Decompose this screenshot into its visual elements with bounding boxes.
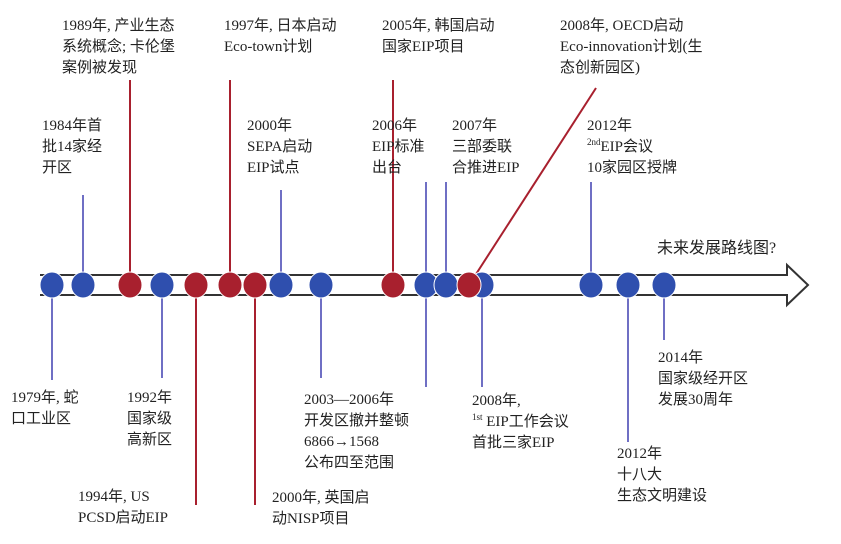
label-line: 2012年 — [617, 446, 663, 462]
label-1994: 1994年, US PCSD启动EIP — [78, 487, 168, 529]
label-line: 2012年 — [587, 118, 633, 134]
label-line: Eco-town计划 — [224, 39, 313, 55]
label-line: EIP标准 — [372, 139, 425, 155]
label-2000-uk: 2000年, 英国启 动NISP项目 — [272, 488, 370, 530]
label-1989: 1989年, 产业生态 系统概念; 卡伦堡 案例被发现 — [62, 16, 175, 79]
label-2000-sepa: 2000年 SEPA启动 EIP试点 — [247, 116, 312, 179]
timeline-dot-blue — [149, 271, 175, 299]
label-2007: 2007年 三部委联 合推进EIP — [452, 116, 520, 179]
connector-2008-oecd — [468, 87, 597, 286]
timeline-dot-red — [242, 271, 268, 299]
label-line: 三部委联 — [452, 139, 513, 155]
label-line: 1997年, 日本启动 — [224, 18, 337, 34]
timeline-dot-red — [217, 271, 243, 299]
label-line: 首批三家EIP — [472, 435, 555, 451]
label-line: 案例被发现 — [62, 60, 138, 76]
label-2003-2006: 2003—2006年 开发区撤并整顿 6866→1568 公布四至范围 — [304, 390, 409, 474]
timeline-dot-blue — [70, 271, 96, 299]
label-2008-oecd: 2008年, OECD启动 Eco-innovation计划(生 态创新园区) — [560, 16, 702, 79]
label-line: 十八大 — [617, 467, 663, 483]
label-1984: 1984年首 批14家经 开区 — [42, 116, 102, 179]
label-2008: 2008年, 1st EIP工作会议 首批三家EIP — [472, 391, 569, 454]
label-line: 6866→1568 — [304, 434, 379, 450]
timeline-dot-red — [183, 271, 209, 299]
label-line: 2000年 — [247, 118, 293, 134]
label-line: 2014年 — [658, 350, 704, 366]
timeline-dot-blue — [578, 271, 604, 299]
label-line: SEPA启动 — [247, 139, 313, 155]
label-2006: 2006年 EIP标准 出台 — [372, 116, 425, 179]
label-line: 生态文明建设 — [617, 488, 708, 504]
timeline-dot-blue — [651, 271, 677, 299]
label-2005: 2005年, 韩国启动 国家EIP项目 — [382, 16, 495, 58]
label-line: 批14家经 — [42, 139, 103, 155]
label-1979: 1979年, 蛇 口工业区 — [11, 388, 79, 430]
label-line: 动NISP项目 — [272, 511, 350, 527]
label-line: 2ndEIP会议 — [587, 137, 677, 158]
label-line: 1994年, US — [78, 489, 150, 505]
label-line: 2006年 — [372, 118, 418, 134]
label-1992: 1992年 国家级 高新区 — [127, 388, 172, 451]
label-line: 1984年首 — [42, 118, 103, 134]
label-line: 出台 — [372, 160, 403, 176]
label-line: 高新区 — [127, 432, 173, 448]
label-line: 发展30周年 — [658, 392, 734, 408]
label-line: 10家园区授牌 — [587, 160, 678, 176]
label-line: 态创新园区) — [560, 60, 640, 76]
label-line: 公布四至范围 — [304, 455, 395, 471]
label-line: 1989年, 产业生态 — [62, 18, 175, 34]
future-roadmap-label: 未来发展路线图? — [657, 240, 777, 257]
label-line: 2008年, — [472, 393, 521, 409]
label-2014: 2014年 国家级经开区 发展30周年 — [658, 348, 748, 411]
label-line: Eco-innovation计划(生 — [560, 39, 703, 55]
label-text: EIP工作会议 — [482, 414, 569, 430]
timeline-dot-blue — [308, 271, 334, 299]
label-text: EIP会议 — [600, 139, 654, 155]
label-2012-eip: 2012年 2ndEIP会议 10家园区授牌 — [587, 116, 677, 179]
label-1997: 1997年, 日本启动 Eco-town计划 — [224, 16, 337, 58]
label-line: 系统概念; 卡伦堡 — [62, 39, 175, 55]
timeline-dot-red — [380, 271, 406, 299]
label-line: 2005年, 韩国启动 — [382, 18, 495, 34]
label-line: 1992年 — [127, 390, 173, 406]
timeline-dot-blue — [433, 271, 459, 299]
label-line: 1979年, 蛇 — [11, 390, 79, 406]
label-line: 合推进EIP — [452, 160, 520, 176]
timeline-dot-red — [456, 271, 482, 299]
superscript: 2nd — [587, 137, 601, 147]
label-line: 口工业区 — [11, 411, 72, 427]
label-2012-18th: 2012年 十八大 生态文明建设 — [617, 444, 707, 507]
label-line: 2000年, 英国启 — [272, 490, 370, 506]
timeline-dot-blue — [268, 271, 294, 299]
label-line: 开发区撤并整顿 — [304, 413, 410, 429]
timeline-dot-red — [117, 271, 143, 299]
label-line: 1st EIP工作会议 — [472, 412, 569, 433]
superscript: 1st — [472, 412, 483, 422]
label-line: 国家级 — [127, 411, 173, 427]
label-line: PCSD启动EIP — [78, 510, 169, 526]
label-line: EIP试点 — [247, 160, 300, 176]
label-line: 开区 — [42, 160, 73, 176]
label-line: 2007年 — [452, 118, 498, 134]
label-line: 国家EIP项目 — [382, 39, 465, 55]
label-line: 2003—2006年 — [304, 392, 395, 408]
label-line: 国家级经开区 — [658, 371, 749, 387]
timeline-dot-blue — [615, 271, 641, 299]
timeline-dot-blue — [39, 271, 65, 299]
label-line: 2008年, OECD启动 — [560, 18, 684, 34]
